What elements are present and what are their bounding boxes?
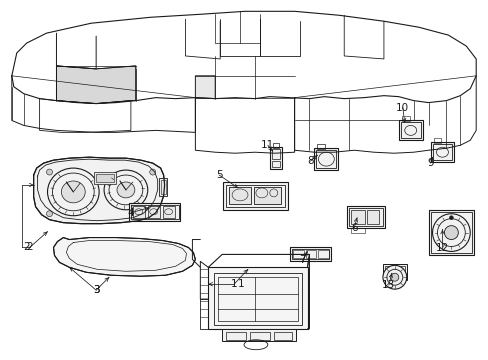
Bar xyxy=(350,228,365,233)
Text: 9: 9 xyxy=(427,158,433,168)
Text: 6: 6 xyxy=(350,222,357,233)
Bar xyxy=(318,251,328,258)
Text: 3: 3 xyxy=(93,285,99,295)
Bar xyxy=(401,117,409,121)
Polygon shape xyxy=(34,157,164,224)
Text: 1: 1 xyxy=(238,279,244,289)
Bar xyxy=(433,138,441,143)
Bar xyxy=(271,149,279,159)
Circle shape xyxy=(444,226,457,239)
Bar xyxy=(382,264,406,280)
Circle shape xyxy=(149,169,155,175)
Bar xyxy=(305,251,316,258)
Text: 13: 13 xyxy=(382,280,395,290)
Bar xyxy=(218,277,297,321)
Bar xyxy=(317,144,325,149)
Text: 7: 7 xyxy=(299,255,305,265)
Bar xyxy=(292,251,303,258)
Text: 5: 5 xyxy=(215,170,222,180)
Bar xyxy=(348,208,382,226)
Bar xyxy=(253,187,280,204)
Bar xyxy=(133,206,144,218)
Bar xyxy=(96,174,114,182)
Bar xyxy=(314,148,338,170)
Bar xyxy=(271,161,279,167)
Text: 11: 11 xyxy=(261,140,274,150)
Bar xyxy=(350,210,365,224)
Text: 8: 8 xyxy=(306,156,313,166)
Bar xyxy=(147,206,160,218)
Bar xyxy=(229,187,250,204)
Polygon shape xyxy=(53,238,195,276)
Bar xyxy=(163,206,174,218)
Bar xyxy=(316,150,336,168)
Text: 4: 4 xyxy=(127,208,134,218)
Polygon shape xyxy=(195,76,215,99)
Bar xyxy=(225,185,284,207)
Circle shape xyxy=(149,211,155,217)
Circle shape xyxy=(46,211,52,217)
Text: 2: 2 xyxy=(26,243,33,252)
Bar xyxy=(346,206,384,228)
Bar xyxy=(273,332,291,340)
Bar xyxy=(366,210,378,224)
Ellipse shape xyxy=(117,182,135,198)
Circle shape xyxy=(448,216,452,220)
Bar xyxy=(272,143,278,148)
Bar xyxy=(158,178,166,196)
Text: 10: 10 xyxy=(395,103,408,113)
Bar xyxy=(129,203,180,221)
Bar xyxy=(400,122,420,138)
Bar xyxy=(249,332,269,340)
Text: 3: 3 xyxy=(93,285,99,295)
Circle shape xyxy=(390,273,398,281)
Circle shape xyxy=(46,169,52,175)
Bar xyxy=(291,249,328,260)
Bar xyxy=(214,273,301,325)
Bar xyxy=(384,266,404,278)
Polygon shape xyxy=(56,66,136,104)
Bar xyxy=(161,180,165,194)
Text: 1: 1 xyxy=(230,279,237,289)
Text: 12: 12 xyxy=(435,243,448,253)
Bar xyxy=(131,205,178,219)
Text: 2: 2 xyxy=(23,243,30,252)
Bar xyxy=(222,329,295,341)
Bar xyxy=(289,247,331,261)
Bar xyxy=(225,332,245,340)
Bar xyxy=(427,210,473,255)
Circle shape xyxy=(382,265,406,289)
Bar xyxy=(223,182,287,210)
Bar xyxy=(398,121,422,140)
Bar xyxy=(94,172,116,184)
Ellipse shape xyxy=(61,181,85,203)
Bar xyxy=(429,212,471,253)
Bar xyxy=(208,267,307,329)
Bar xyxy=(269,147,281,169)
Bar xyxy=(429,142,453,162)
Bar xyxy=(432,144,451,160)
